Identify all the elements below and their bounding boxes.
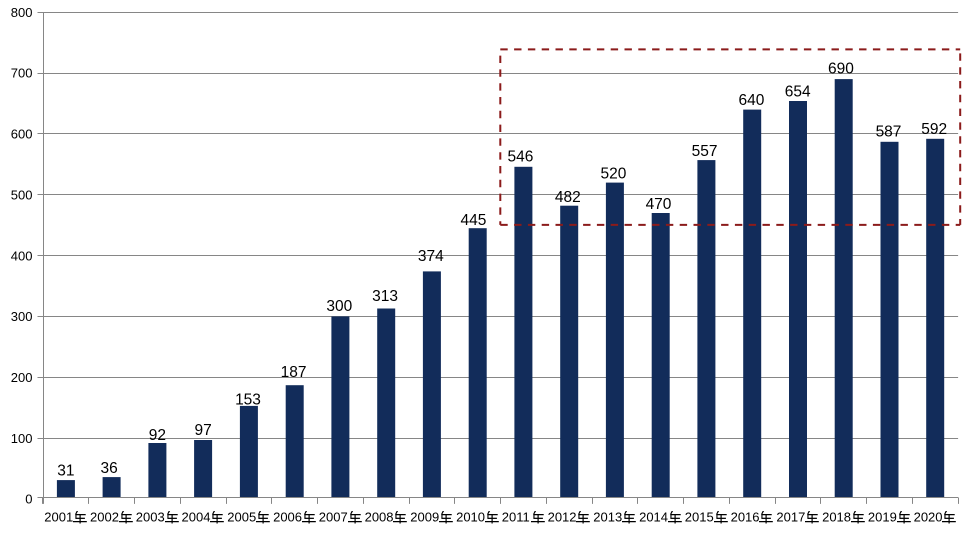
- svg-text:100: 100: [11, 431, 33, 446]
- svg-text:300: 300: [11, 309, 33, 324]
- svg-text:546: 546: [507, 149, 533, 166]
- svg-text:2001: 2001: [44, 510, 73, 525]
- svg-text:31: 31: [57, 463, 74, 480]
- svg-text:2019: 2019: [868, 510, 897, 525]
- svg-text:500: 500: [11, 187, 33, 202]
- svg-text:2008: 2008: [365, 510, 394, 525]
- svg-text:2011: 2011: [502, 510, 530, 525]
- svg-text:97: 97: [194, 422, 211, 439]
- svg-text:520: 520: [600, 166, 626, 183]
- svg-text:445: 445: [460, 212, 486, 229]
- svg-text:2004: 2004: [182, 510, 211, 525]
- svg-text:0: 0: [25, 492, 32, 507]
- svg-text:2012: 2012: [548, 510, 577, 525]
- svg-text:2013: 2013: [593, 510, 622, 525]
- svg-text:2006: 2006: [273, 510, 302, 525]
- svg-text:482: 482: [555, 189, 581, 206]
- svg-text:640: 640: [738, 92, 764, 109]
- svg-text:300: 300: [326, 298, 352, 315]
- svg-text:2016: 2016: [731, 510, 760, 525]
- svg-text:2003: 2003: [136, 510, 165, 525]
- svg-text:36: 36: [100, 460, 117, 477]
- svg-text:2017: 2017: [776, 510, 805, 525]
- svg-text:592: 592: [921, 121, 947, 138]
- svg-text:654: 654: [785, 83, 811, 100]
- svg-text:690: 690: [828, 61, 854, 78]
- svg-text:2020: 2020: [914, 510, 943, 525]
- svg-text:470: 470: [646, 196, 672, 213]
- svg-text:313: 313: [372, 288, 398, 305]
- svg-text:600: 600: [11, 127, 33, 142]
- svg-text:800: 800: [11, 5, 33, 20]
- svg-text:2015: 2015: [685, 510, 714, 525]
- svg-text:2010: 2010: [456, 510, 485, 525]
- svg-text:92: 92: [149, 427, 166, 444]
- svg-text:374: 374: [418, 248, 444, 265]
- svg-text:2009: 2009: [410, 510, 439, 525]
- svg-text:200: 200: [11, 370, 33, 385]
- svg-text:2005: 2005: [227, 510, 256, 525]
- svg-text:2014: 2014: [639, 510, 668, 525]
- svg-text:153: 153: [235, 391, 261, 408]
- svg-text:2002: 2002: [90, 510, 119, 525]
- svg-text:2007: 2007: [319, 510, 348, 525]
- svg-text:700: 700: [11, 66, 33, 81]
- svg-text:400: 400: [11, 248, 33, 263]
- svg-text:587: 587: [876, 124, 902, 141]
- svg-text:2018: 2018: [822, 510, 851, 525]
- svg-text:187: 187: [281, 364, 307, 381]
- svg-text:557: 557: [692, 143, 718, 160]
